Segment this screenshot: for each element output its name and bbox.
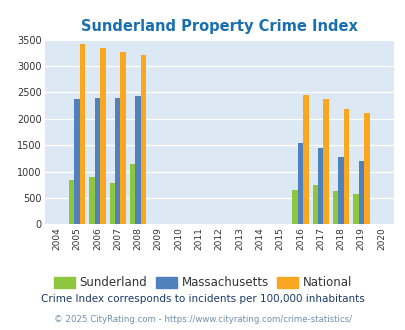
Bar [332,191,337,224]
Bar [115,98,120,224]
Bar [100,48,105,224]
Bar [297,143,303,224]
Text: © 2025 CityRating.com - https://www.cityrating.com/crime-statistics/: © 2025 CityRating.com - https://www.city… [54,315,351,324]
Bar [141,55,146,224]
Text: Crime Index corresponds to incidents per 100,000 inhabitants: Crime Index corresponds to incidents per… [41,294,364,304]
Legend: Sunderland, Massachusetts, National: Sunderland, Massachusetts, National [49,272,356,294]
Bar [303,94,308,224]
Bar [89,178,94,224]
Bar [358,161,363,224]
Bar [323,99,328,224]
Bar [343,109,348,224]
Bar [80,44,85,224]
Bar [130,164,135,224]
Bar [337,157,343,224]
Bar [120,52,126,224]
Bar [317,148,323,224]
Bar [292,190,297,224]
Title: Sunderland Property Crime Index: Sunderland Property Crime Index [81,19,357,34]
Bar [352,194,358,224]
Bar [312,185,317,224]
Bar [109,183,115,224]
Bar [74,99,80,224]
Bar [363,113,369,224]
Bar [135,96,141,224]
Bar [94,98,100,224]
Bar [69,180,74,224]
